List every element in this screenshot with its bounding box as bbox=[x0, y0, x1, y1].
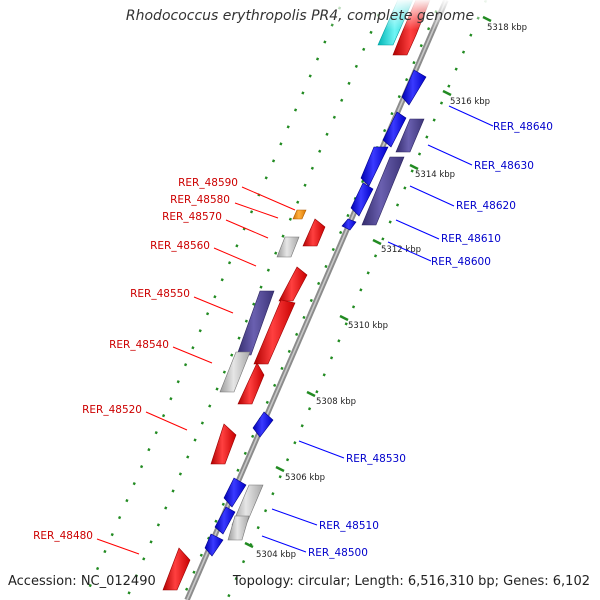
tick-mark-5306 bbox=[275, 465, 285, 473]
tick-label-5306: 5306 kbp bbox=[285, 473, 325, 483]
forward-leader-lines bbox=[96, 186, 296, 555]
tick-mark-5310 bbox=[339, 314, 349, 322]
gene-rer-48580 bbox=[302, 218, 326, 247]
tick-mark-5318 bbox=[482, 15, 492, 23]
forward-labels: RER_48590 RER_48580 RER_48570 RER_48560 … bbox=[33, 177, 238, 542]
tick-label-5304: 5304 kbp bbox=[256, 550, 296, 560]
leader-rer-48620 bbox=[409, 185, 455, 207]
leader-rer-48600 bbox=[387, 241, 432, 262]
label-rer-48640[interactable]: RER_48640 bbox=[493, 121, 553, 133]
label-rer-48500[interactable]: RER_48500 bbox=[308, 547, 368, 559]
gene-rer-48570 bbox=[276, 236, 300, 258]
gene-rer-48490 bbox=[204, 533, 224, 557]
leader-rer-48530 bbox=[298, 440, 345, 459]
reverse-labels: RER_48640 RER_48630 RER_48620 RER_48610 … bbox=[308, 121, 553, 559]
tick-label-5308: 5308 kbp bbox=[316, 397, 356, 407]
tick-dot-lines bbox=[82, 0, 488, 600]
gene-rer-48500 bbox=[214, 506, 236, 535]
gene-rer-48480 bbox=[162, 547, 191, 591]
label-rer-48590[interactable]: RER_48590 bbox=[178, 177, 238, 189]
leader-rer-48610 bbox=[395, 219, 440, 240]
accession-text: Accession: NC_012490 bbox=[8, 574, 156, 589]
gene-rer-48620 bbox=[361, 156, 405, 226]
dot-line-inner-right bbox=[180, 0, 443, 600]
gene-rer-48640b bbox=[395, 118, 425, 153]
label-rer-48570[interactable]: RER_48570 bbox=[162, 211, 222, 223]
gene-rer-48550b bbox=[253, 299, 296, 365]
label-rer-48620[interactable]: RER_48620 bbox=[456, 200, 516, 212]
leader-rer-48560 bbox=[213, 247, 257, 267]
label-rer-48630[interactable]: RER_48630 bbox=[474, 160, 534, 172]
gene-rer-48530 bbox=[252, 411, 274, 438]
gene-rer-48510 bbox=[223, 477, 247, 508]
label-rer-48520[interactable]: RER_48520 bbox=[82, 404, 142, 416]
tick-marks bbox=[244, 15, 492, 549]
gene-rer-48610 bbox=[350, 182, 374, 217]
leader-rer-48630 bbox=[427, 144, 473, 166]
label-rer-48530[interactable]: RER_48530 bbox=[346, 453, 406, 465]
gene-rer-48640 bbox=[382, 111, 407, 148]
leader-rer-48540 bbox=[172, 346, 213, 364]
gene-pseudo-2 bbox=[227, 515, 250, 541]
gene-rer-48650 bbox=[401, 69, 427, 106]
gene-rer-48600 bbox=[341, 218, 357, 231]
tick-mark-5308 bbox=[306, 390, 316, 398]
label-rer-48580[interactable]: RER_48580 bbox=[170, 194, 230, 206]
map-title: Rhodococcus erythropolis PR4, complete g… bbox=[125, 8, 475, 24]
tick-label-5318: 5318 kbp bbox=[487, 23, 527, 33]
leader-rer-48570 bbox=[225, 219, 269, 239]
gene-rer-48560 bbox=[278, 266, 308, 302]
leader-rer-48580 bbox=[234, 202, 279, 219]
label-rer-48480[interactable]: RER_48480 bbox=[33, 530, 93, 542]
gene-rer-48520 bbox=[210, 423, 237, 465]
tick-label-5316: 5316 kbp bbox=[450, 97, 490, 107]
forward-features bbox=[162, 0, 431, 591]
gene-rer-48540b bbox=[237, 362, 265, 405]
tick-mark-5314 bbox=[409, 163, 419, 171]
dot-line-outer-left bbox=[82, 0, 345, 600]
leader-rer-48500 bbox=[261, 535, 307, 553]
reverse-features bbox=[204, 69, 427, 557]
reverse-leader-lines bbox=[261, 105, 494, 553]
label-rer-48550[interactable]: RER_48550 bbox=[130, 288, 190, 300]
leader-rer-48640 bbox=[448, 105, 494, 127]
top-fade bbox=[0, 0, 600, 30]
gene-rer-48540 bbox=[219, 351, 251, 393]
tick-mark-5316 bbox=[442, 89, 452, 97]
leader-rer-48520 bbox=[145, 411, 188, 431]
label-rer-48610[interactable]: RER_48610 bbox=[441, 233, 501, 245]
gene-rer-48590 bbox=[292, 209, 307, 220]
tick-label-5312: 5312 kbp bbox=[381, 245, 421, 255]
gene-rer-48550 bbox=[236, 290, 275, 356]
gene-rer-48630 bbox=[360, 146, 389, 187]
dot-line-inner-left bbox=[124, 0, 387, 600]
label-rer-48510[interactable]: RER_48510 bbox=[319, 520, 379, 532]
tick-label-5310: 5310 kbp bbox=[348, 321, 388, 331]
leader-rer-48480 bbox=[96, 538, 140, 555]
leader-rer-48550 bbox=[193, 296, 234, 314]
tick-mark-5312 bbox=[372, 238, 382, 246]
tick-mark-5304 bbox=[244, 541, 254, 549]
label-rer-48540[interactable]: RER_48540 bbox=[109, 339, 169, 351]
tick-label-5314: 5314 kbp bbox=[415, 170, 455, 180]
label-rer-48600[interactable]: RER_48600 bbox=[431, 256, 491, 268]
label-rer-48560[interactable]: RER_48560 bbox=[150, 240, 210, 252]
tick-labels: 5318 kbp 5316 kbp 5314 kbp 5312 kbp 5310… bbox=[256, 23, 527, 560]
genome-summary-text: Topology: circular; Length: 6,516,310 bp… bbox=[232, 574, 590, 589]
leader-rer-48590 bbox=[241, 186, 296, 211]
leader-rer-48510 bbox=[271, 508, 318, 526]
